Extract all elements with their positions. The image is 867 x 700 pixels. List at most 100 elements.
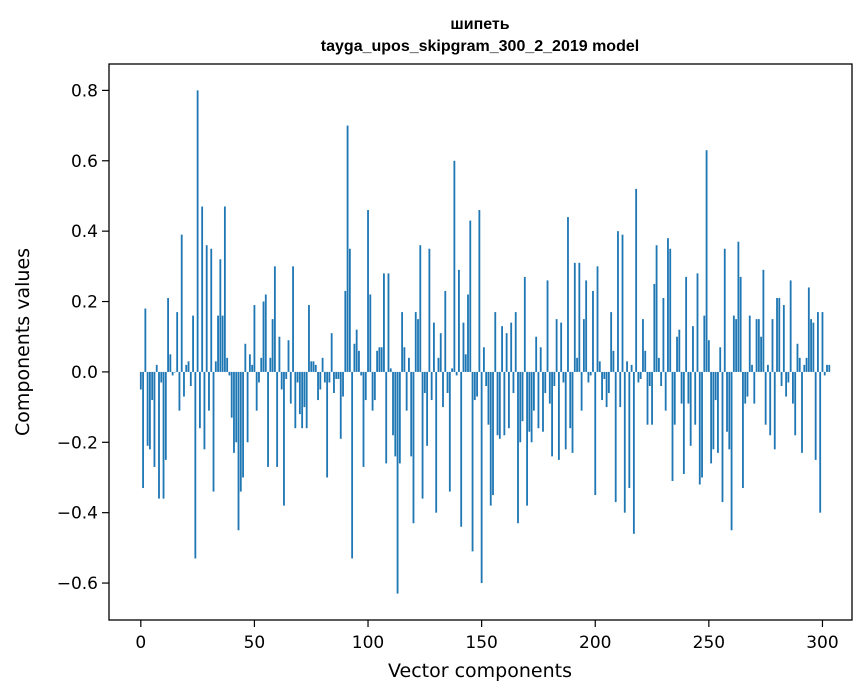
- bar-296: [812, 322, 815, 372]
- bar-190: [571, 371, 574, 453]
- bar-201: [596, 266, 599, 372]
- bar-303: [828, 364, 831, 372]
- bar-278: [771, 319, 774, 372]
- bar-195: [582, 319, 585, 372]
- x-tick-label: 250: [693, 633, 725, 653]
- bar-62: [280, 371, 283, 390]
- bar-298: [817, 312, 819, 372]
- bar-33: [214, 361, 217, 372]
- bar-101: [369, 294, 372, 372]
- bar-252: [712, 371, 715, 450]
- bar-52: [258, 371, 260, 383]
- bar-35: [219, 259, 222, 372]
- x-tick-label: 200: [579, 633, 611, 653]
- bar-84: [330, 333, 333, 372]
- bar-81: [323, 371, 326, 383]
- bar-302: [826, 364, 828, 372]
- bar-179: [546, 280, 549, 372]
- bar-115: [401, 312, 404, 372]
- bar-224: [648, 371, 651, 386]
- bar-4: [148, 371, 151, 450]
- bar-138: [453, 160, 456, 372]
- bar-237: [678, 329, 681, 372]
- bar-50: [253, 305, 256, 372]
- bar-233: [669, 248, 672, 372]
- bar-53: [260, 357, 263, 372]
- y-tick-label: 0.0: [71, 363, 98, 383]
- y-tick-label: −0.4: [57, 504, 98, 524]
- bar-105: [378, 347, 381, 372]
- bar-133: [442, 371, 444, 408]
- bar-2: [144, 308, 147, 372]
- bar-38: [226, 357, 229, 372]
- bar-11: [164, 371, 167, 460]
- bar-150: [480, 371, 483, 584]
- bar-151: [483, 347, 485, 372]
- bar-189: [569, 371, 572, 429]
- bar-18: [180, 234, 183, 372]
- bar-117: [405, 371, 408, 411]
- bar-100: [367, 210, 369, 372]
- bar-54: [262, 301, 265, 372]
- bar-222: [644, 350, 647, 372]
- bar-55: [264, 294, 267, 372]
- bar-270: [753, 371, 756, 404]
- bar-280: [776, 298, 778, 372]
- bar-172: [530, 371, 533, 443]
- bar-266: [744, 371, 747, 404]
- y-tick-label: 0.6: [71, 152, 98, 172]
- bar-109: [387, 273, 390, 372]
- bar-128: [430, 371, 433, 401]
- bar-208: [612, 350, 615, 372]
- bar-144: [467, 294, 469, 372]
- bar-137: [451, 368, 454, 372]
- bar-218: [635, 188, 638, 372]
- bar-79: [319, 371, 322, 390]
- bar-217: [632, 371, 635, 534]
- bar-90: [344, 290, 347, 372]
- bar-34: [217, 315, 219, 372]
- bar-295: [810, 319, 813, 372]
- bar-77: [314, 364, 317, 372]
- bar-83: [328, 371, 331, 383]
- bar-17: [178, 371, 181, 411]
- bar-164: [512, 371, 515, 394]
- bar-154: [489, 371, 492, 506]
- x-tick-label: 300: [806, 633, 838, 653]
- bar-287: [792, 371, 794, 404]
- bar-102: [371, 371, 374, 411]
- bar-70: [298, 371, 301, 415]
- bar-250: [707, 340, 710, 372]
- bar-103: [373, 371, 376, 401]
- bar-294: [807, 287, 810, 372]
- bar-288: [794, 371, 797, 436]
- bar-199: [592, 290, 594, 372]
- y-tick-label: 0.8: [71, 81, 98, 101]
- bar-301: [823, 371, 826, 376]
- bar-247: [701, 371, 703, 478]
- x-tick-label: 50: [244, 633, 266, 653]
- bar-161: [505, 333, 508, 372]
- x-tick-label: 150: [465, 633, 497, 653]
- bar-240: [685, 276, 688, 372]
- bar-206: [607, 371, 610, 394]
- bar-229: [660, 371, 663, 386]
- bar-221: [642, 319, 644, 372]
- bar-31: [210, 248, 213, 372]
- bar-32: [212, 371, 215, 492]
- bar-94: [353, 343, 356, 372]
- bar-220: [639, 371, 642, 379]
- bar-123: [419, 245, 422, 372]
- bar-260: [730, 371, 733, 531]
- bar-40: [230, 371, 233, 418]
- bar-157: [496, 371, 499, 436]
- bar-214: [626, 361, 628, 372]
- bar-207: [610, 312, 613, 372]
- bar-276: [767, 364, 769, 372]
- bar-194: [580, 371, 583, 411]
- bar-24: [194, 371, 197, 559]
- bar-174: [535, 336, 538, 372]
- bar-41: [233, 371, 235, 453]
